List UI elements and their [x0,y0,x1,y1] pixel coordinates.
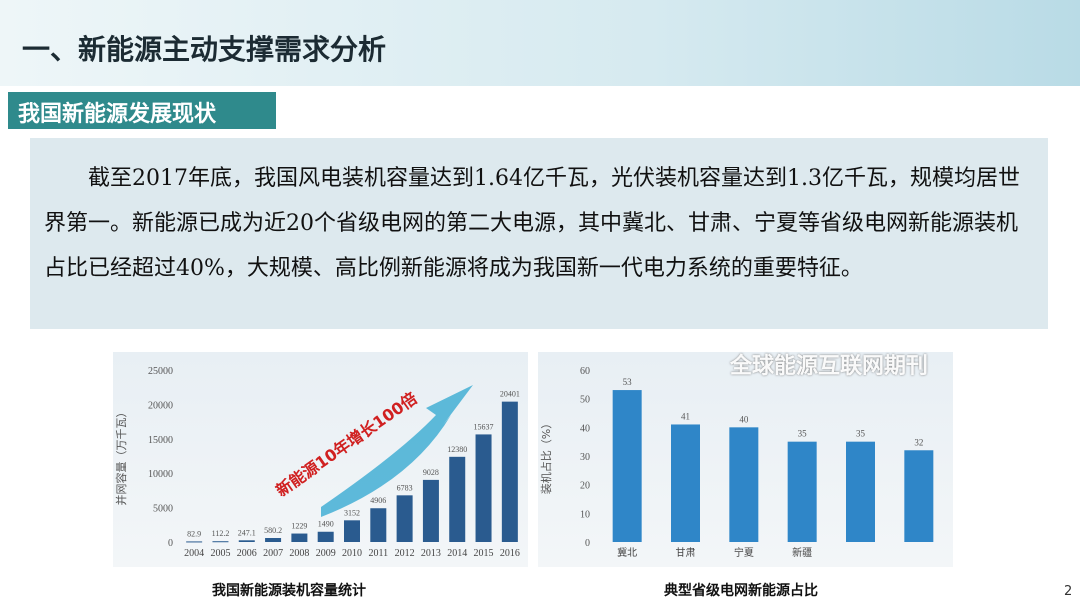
bar [729,427,759,542]
data-label: 112.2 [212,529,230,538]
data-label: 4906 [370,496,386,505]
data-label: 20401 [500,390,520,399]
x-tick-label: 2009 [316,548,336,559]
data-label: 35 [856,429,866,439]
share-chart-caption: 典型省级电网新能源占比 [664,583,818,599]
header-band [0,0,1080,86]
data-label: 15637 [474,422,494,431]
section-subtitle: 我国新能源发展现状 [8,92,276,129]
x-tick-label: 2005 [210,548,230,559]
data-label: 32 [914,437,923,447]
bar [422,479,439,542]
data-label: 247.1 [238,528,256,537]
y-axis-label: 并网容量（万千瓦） [114,407,128,506]
x-tick-label: 新疆 [792,546,812,559]
bar [612,390,642,542]
data-label: 6783 [397,483,413,492]
y-tick-label: 20 [580,481,590,492]
capacity-chart: 0 5000 10000 15000 20000 25000 并网容量（万千瓦） 新能源10年… [113,352,528,567]
y-tick-label: 50 [580,395,590,406]
y-tick-label: 30 [580,452,590,463]
y-tick-label: 40 [580,423,590,434]
data-label: 53 [623,377,633,387]
y-tick-label: 10000 [148,469,173,480]
y-axis-label: 装机占比（%） [539,418,553,494]
y-tick-label: 5000 [153,504,173,515]
share-chart: 0 10 20 30 40 50 60 装机占比（%） 53 冀北 41 甘肃 40 宁夏 35 新疆 35 32 [538,352,953,567]
bar [317,531,334,542]
x-tick-label: 甘肃 [676,546,696,559]
x-tick-label: 2010 [342,548,362,559]
y-tick-label: 60 [580,366,590,377]
growth-arrow [321,385,473,517]
bar [846,441,875,542]
bar [186,541,203,543]
bar [475,434,492,542]
watermark: 全球能源互联网期刊 [730,354,929,379]
data-label: 35 [798,429,808,439]
x-tick-label: 2008 [289,548,309,559]
x-tick-label: 冀北 [617,546,637,559]
y-tick-label: 15000 [148,435,173,446]
x-tick-label: 2004 [184,548,204,559]
bar [501,401,518,542]
bar [344,520,360,542]
x-tick-label: 2011 [368,548,388,559]
bar [238,540,255,542]
bar [212,541,229,543]
data-label: 12380 [447,445,467,454]
bar [265,538,282,542]
page-number: 2 [1064,584,1073,599]
y-tick-label: 20000 [148,400,173,411]
y-tick-label: 0 [168,538,173,549]
y-tick-label: 0 [585,538,590,549]
capacity-chart-caption: 我国新能源装机容量统计 [212,583,366,599]
bar [671,424,700,542]
data-label: 580.2 [264,526,282,535]
bar [904,450,934,542]
bar [291,533,308,542]
data-label: 40 [739,414,749,424]
data-label: 82.9 [187,529,201,538]
y-tick-label: 25000 [148,366,173,377]
data-label: 9028 [423,468,439,477]
x-tick-label: 2012 [395,548,415,559]
data-label: 41 [681,411,690,421]
data-label: 1490 [318,520,334,529]
bar [449,456,466,542]
y-tick-label: 10 [580,509,590,520]
data-label: 3152 [344,508,360,517]
x-tick-label: 2015 [474,548,494,559]
body-paragraph: 截至2017年底，我国风电装机容量达到1.64亿千瓦，光伏装机容量达到1.3亿千… [30,138,1048,329]
x-tick-label: 2014 [447,548,467,559]
x-tick-label: 宁夏 [734,546,754,559]
bar [787,441,817,542]
bar [396,495,413,542]
x-tick-label: 2007 [263,548,283,559]
data-label: 1229 [291,522,307,531]
x-tick-label: 2013 [421,548,441,559]
x-tick-label: 2006 [237,548,257,559]
bar [370,508,387,542]
x-tick-label: 2016 [500,548,520,559]
page-title: 一、新能源主动支撑需求分析 [22,33,387,66]
